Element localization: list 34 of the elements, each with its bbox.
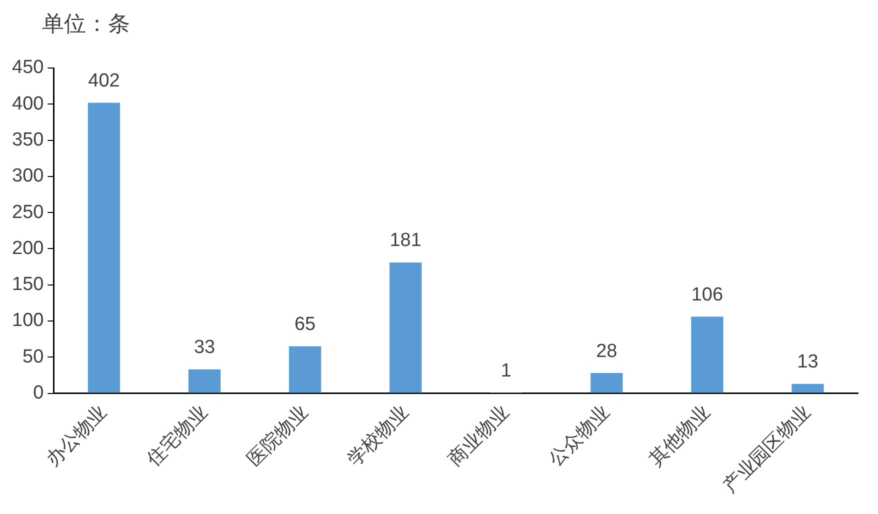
data-label: 13 — [797, 352, 818, 373]
bar — [590, 373, 623, 393]
x-tick-label: 办公物业 — [42, 402, 112, 470]
y-tick-label: 250 — [12, 202, 44, 223]
y-tick-label: 50 — [22, 346, 44, 368]
data-label: 106 — [691, 284, 724, 306]
bar — [691, 316, 724, 393]
bar — [288, 346, 322, 393]
data-label: 28 — [596, 340, 618, 362]
x-tick-label: 医院物业 — [244, 402, 312, 470]
data-label: 33 — [194, 337, 216, 358]
bar — [188, 369, 221, 393]
bar — [88, 102, 120, 393]
y-tick-label: 300 — [12, 166, 44, 187]
x-tick-label: 商业物业 — [444, 401, 514, 470]
y-tick-label: 150 — [12, 274, 44, 296]
x-tick-label: 学校物业 — [344, 402, 413, 470]
x-tick-label: 其他物业 — [646, 402, 714, 470]
y-tick-label: 0 — [33, 382, 44, 404]
y-tick-label: 350 — [12, 130, 44, 151]
y-tick-label: 450 — [12, 57, 44, 78]
data-label: 402 — [88, 70, 120, 92]
x-tick-label: 公众物业 — [545, 402, 614, 470]
x-tick-label: 产业园区物业 — [720, 402, 815, 498]
data-label: 65 — [294, 314, 316, 336]
x-tick-label: 住宅物业 — [142, 401, 212, 472]
data-label: 181 — [390, 230, 422, 252]
y-axis-title: 单位：条 — [42, 11, 130, 36]
data-label: 1 — [500, 360, 512, 382]
y-tick-label: 100 — [12, 310, 44, 332]
y-tick-label: 200 — [12, 238, 44, 259]
bar — [792, 384, 824, 393]
y-tick-label: 400 — [12, 93, 44, 114]
bar — [389, 262, 422, 393]
